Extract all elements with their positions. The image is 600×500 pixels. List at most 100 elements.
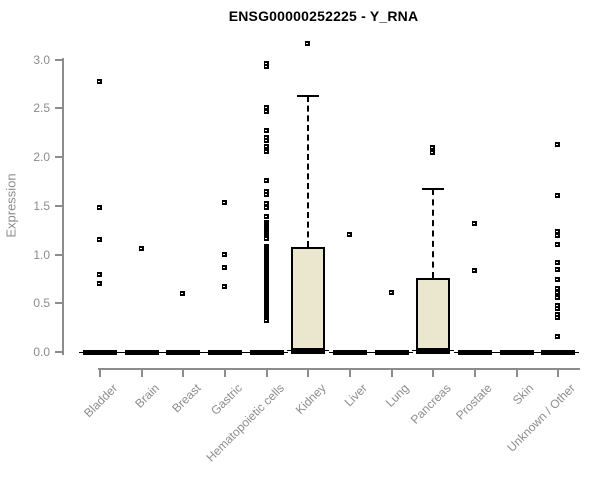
data-point	[555, 334, 561, 340]
median-zero-bar	[162, 350, 205, 355]
data-point	[263, 61, 269, 67]
data-point	[555, 306, 561, 312]
data-point	[263, 235, 269, 241]
data-point	[263, 127, 269, 133]
data-point	[180, 290, 186, 296]
data-point	[97, 204, 102, 210]
x-category-label: Prostate	[453, 381, 495, 423]
data-point	[263, 105, 269, 111]
x-axis-tick	[140, 370, 143, 377]
median-zero-bar	[204, 350, 246, 355]
median-zero-bar	[329, 350, 372, 355]
chart-title: ENSG00000252225 - Y_RNA	[228, 8, 419, 24]
data-point	[263, 64, 269, 70]
data-point	[472, 221, 478, 227]
data-point	[222, 283, 227, 289]
y-axis-tick	[55, 58, 62, 61]
y-tick-label: 1.5	[33, 198, 50, 213]
data-point	[555, 260, 561, 266]
box-whisker	[432, 189, 435, 278]
y-axis-tick	[55, 156, 62, 158]
data-point	[263, 178, 269, 184]
x-axis-tick	[390, 370, 393, 377]
data-point	[263, 214, 269, 220]
x-axis-tick	[182, 370, 185, 377]
median-zero-bar	[370, 350, 413, 355]
x-axis-tick	[515, 370, 518, 377]
y-tick-label: 3.0	[33, 52, 50, 67]
data-point	[263, 317, 269, 323]
y-axis-tick	[55, 253, 62, 256]
data-point	[555, 233, 561, 238]
x-category-label: Hematopoietic cells	[203, 381, 287, 465]
data-point	[263, 109, 269, 115]
data-point	[138, 245, 144, 251]
x-axis-tick	[99, 370, 101, 377]
data-point	[263, 149, 269, 155]
data-point	[555, 303, 561, 309]
y-axis-line	[62, 58, 64, 355]
median-zero-bar	[287, 348, 330, 354]
data-point	[263, 204, 269, 210]
data-point	[263, 144, 269, 150]
y-tick-label: 2.5	[33, 101, 50, 116]
data-point	[430, 150, 436, 156]
x-category-label: Kidney	[292, 381, 329, 417]
box-whisker	[307, 95, 310, 247]
data-point	[97, 280, 102, 286]
x-axis-tick	[474, 370, 477, 377]
data-point	[263, 189, 269, 195]
y-axis-tick	[55, 204, 62, 207]
median-zero-bar	[79, 350, 121, 355]
data-point	[555, 285, 561, 291]
x-axis-line	[98, 368, 581, 370]
x-category-label: Lung	[382, 381, 412, 410]
data-point	[388, 289, 394, 295]
data-point	[472, 268, 478, 274]
x-axis-tick	[432, 370, 435, 377]
data-point	[555, 241, 561, 247]
median-zero-bar	[495, 350, 538, 355]
data-point	[222, 199, 227, 205]
data-point	[347, 232, 353, 238]
data-point	[555, 193, 561, 199]
data-point	[555, 311, 561, 317]
data-point	[263, 200, 269, 206]
x-category-label: Skin	[510, 381, 537, 408]
data-point	[555, 314, 561, 320]
median-zero-bar	[245, 350, 288, 355]
x-axis-tick	[557, 370, 560, 377]
data-point	[555, 142, 561, 148]
x-axis-tick	[265, 370, 268, 377]
data-point	[430, 145, 436, 151]
x-axis-tick	[349, 370, 352, 377]
x-category-label: Liver	[341, 381, 370, 410]
x-category-label: Breast	[168, 381, 204, 416]
x-axis-tick	[307, 370, 310, 377]
whisker-cap	[297, 94, 320, 97]
median-zero-bar	[412, 348, 455, 354]
data-point	[97, 236, 102, 242]
y-axis-tick	[55, 302, 62, 305]
y-tick-label: 2.0	[33, 150, 50, 164]
data-point	[555, 229, 561, 235]
data-point	[305, 40, 311, 46]
data-point	[263, 138, 269, 144]
box-iqr	[291, 246, 326, 354]
y-tick-label: 0.0	[33, 345, 50, 359]
median-zero-bar	[454, 350, 497, 355]
x-category-label: Gastric	[208, 381, 245, 418]
data-point	[263, 134, 269, 140]
y-tick-label: 1.0	[33, 247, 50, 262]
y-axis-tick	[55, 351, 62, 353]
data-point	[222, 265, 227, 271]
whisker-cap	[422, 188, 445, 191]
y-tick-label: 0.5	[33, 296, 50, 311]
data-point	[555, 289, 561, 295]
data-point	[97, 78, 102, 84]
x-category-label: Bladder	[80, 381, 120, 421]
median-zero-bar	[120, 350, 163, 355]
y-axis-label: Expression	[3, 173, 19, 238]
box-iqr	[416, 277, 451, 354]
